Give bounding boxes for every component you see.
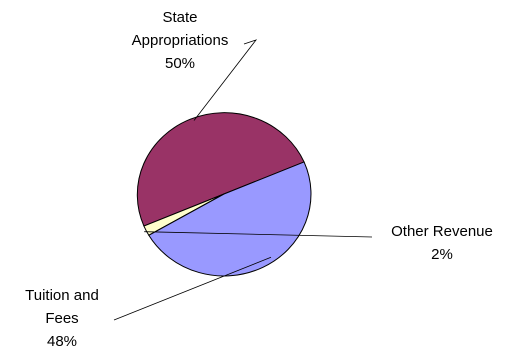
pie-slice-state-appropriations (136, 112, 305, 227)
pie-slices (136, 112, 312, 277)
slice-name-label: Appropriations (132, 32, 229, 49)
slice-name-label: Fees (45, 310, 78, 327)
leader-line (113, 256, 272, 321)
slice-percent-label: 2% (431, 246, 453, 263)
slice-labels: State Appropriations 50% Other Revenue 2% Tui… (25, 9, 493, 350)
slice-percent-label: 50% (165, 55, 195, 72)
slice-name-label: Other Revenue (391, 223, 493, 240)
leader-lines (113, 39, 373, 321)
pie-slice-tuition-and-fees (148, 161, 312, 277)
slice-name-label: State (162, 9, 197, 26)
slice-percent-label: 48% (47, 333, 77, 350)
leader-line (144, 231, 373, 238)
slice-name-label: Tuition and (25, 287, 99, 304)
leader-line (193, 39, 258, 121)
